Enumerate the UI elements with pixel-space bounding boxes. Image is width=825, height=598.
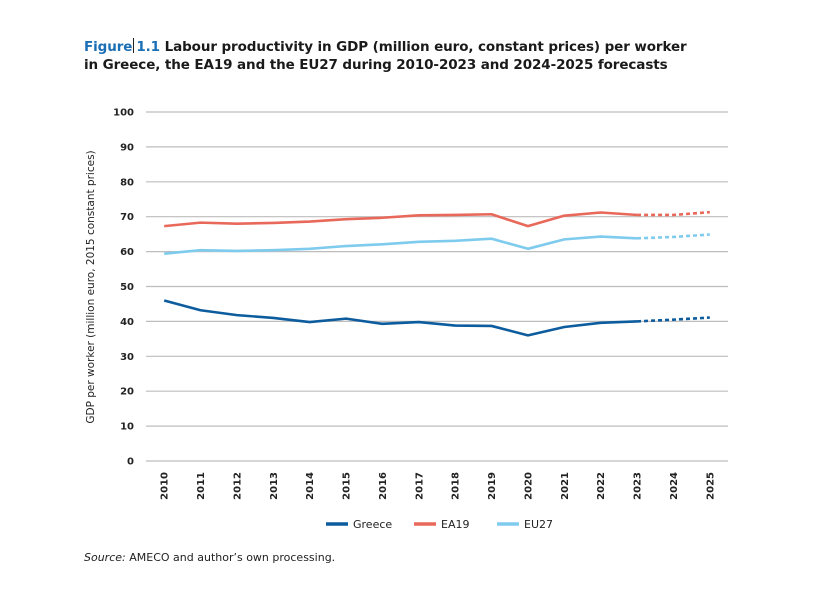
source-label: Source: bbox=[84, 551, 126, 564]
y-axis-ticks: 0 10 20 30 40 50 60 70 80 90 100 bbox=[113, 108, 134, 468]
x-tick-label: 2021 bbox=[560, 472, 571, 500]
legend-label-eu27: EU27 bbox=[524, 518, 553, 531]
x-tick-label: 2012 bbox=[232, 472, 243, 500]
x-tick-label: 2014 bbox=[305, 472, 316, 500]
x-tick-label: 2016 bbox=[378, 472, 389, 500]
x-tick-label: 2024 bbox=[669, 472, 680, 500]
y-tick-label: 90 bbox=[120, 142, 134, 153]
x-tick-label: 2025 bbox=[705, 472, 716, 500]
series-lines bbox=[163, 210, 710, 337]
y-tick-label: 40 bbox=[120, 317, 134, 328]
y-tick-label: 70 bbox=[120, 212, 134, 223]
x-tick-label: 2019 bbox=[487, 472, 498, 500]
y-tick-label: 60 bbox=[120, 247, 134, 258]
series-line-greece bbox=[163, 299, 638, 337]
y-axis-label: GDP per worker (million euro, 2015 const… bbox=[85, 150, 97, 423]
source-note: Source: AMECO and author’s own processin… bbox=[84, 551, 335, 564]
x-tick-label: 2013 bbox=[269, 472, 280, 500]
y-tick-label: 50 bbox=[120, 282, 134, 293]
x-axis-ticks: 2010 2011 2012 2013 2014 2015 2016 2017 2018 2019… bbox=[160, 472, 717, 500]
gridlines bbox=[146, 111, 728, 462]
title-line-2: in Greece, the EA19 and the EU27 during … bbox=[84, 57, 668, 73]
forecast-line-eu27 bbox=[637, 233, 710, 240]
series-line-ea19 bbox=[164, 211, 638, 228]
x-tick-label: 2015 bbox=[342, 472, 353, 500]
x-tick-label: 2023 bbox=[633, 472, 644, 500]
x-tick-label: 2011 bbox=[196, 472, 207, 500]
x-tick-label: 2017 bbox=[414, 472, 425, 500]
y-tick-label: 80 bbox=[120, 177, 134, 188]
figure-number: 1.1 bbox=[136, 39, 160, 55]
x-tick-label: 2018 bbox=[451, 472, 462, 500]
forecast-line-ea19 bbox=[637, 210, 710, 217]
legend: Greece EA19 EU27 bbox=[326, 518, 553, 531]
title-line-1: Labour productivity in GDP (million euro… bbox=[164, 39, 687, 55]
y-tick-label: 10 bbox=[120, 422, 134, 433]
figure-title: Figure 1.1 Labour productivity in GDP (mi… bbox=[84, 38, 784, 74]
series-line-eu27 bbox=[164, 235, 638, 255]
y-tick-label: 30 bbox=[120, 352, 134, 363]
y-tick-label: 20 bbox=[120, 387, 134, 398]
title-divider bbox=[133, 38, 135, 53]
legend-label-ea19: EA19 bbox=[441, 518, 469, 531]
y-tick-label: 100 bbox=[113, 108, 134, 119]
x-tick-label: 2020 bbox=[523, 472, 534, 500]
figure-label: Figure bbox=[84, 39, 133, 55]
y-tick-label: 0 bbox=[127, 457, 134, 468]
x-tick-label: 2010 bbox=[160, 472, 171, 500]
legend-label-greece: Greece bbox=[353, 518, 392, 531]
source-text: AMECO and author’s own processing. bbox=[129, 551, 336, 564]
x-tick-label: 2022 bbox=[596, 472, 607, 500]
